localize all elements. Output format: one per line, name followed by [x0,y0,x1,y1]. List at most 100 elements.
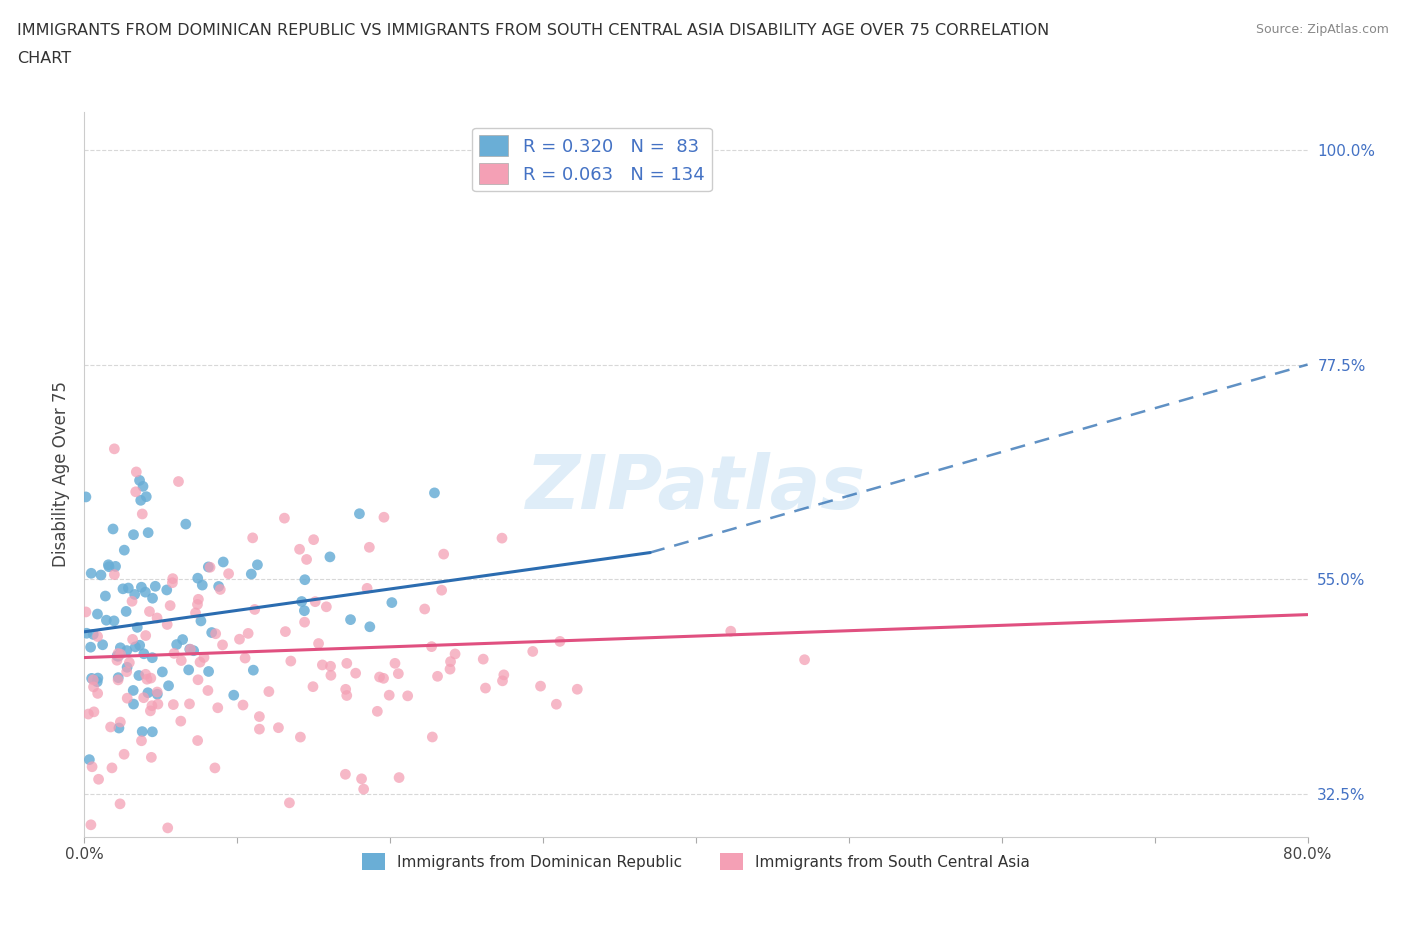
Point [82,672,104,687]
Point [336,688,359,703]
Point [131,579,153,594]
Point [378,688,401,703]
Point [247,710,270,724]
Point [156,617,179,631]
Point [311,658,333,672]
Point [131,734,153,749]
Point [86,686,108,701]
Point [420,729,443,744]
Point [368,670,391,684]
Point [103,614,125,629]
Point [172,632,194,647]
Point [107,672,129,687]
Point [304,594,326,609]
Point [139,703,162,718]
Text: IMMIGRANTS FROM DOMINICAN REPUBLIC VS IMMIGRANTS FROM SOUTH CENTRAL ASIA DISABIL: IMMIGRANTS FROM DOMINICAN REPUBLIC VS IM… [17,23,1049,38]
Point [86,674,108,689]
Point [335,682,357,697]
Point [80,671,103,685]
Point [110,714,132,729]
Point [426,669,449,684]
Point [83,704,105,719]
Point [128,668,150,683]
Point [146,697,169,711]
Point [136,685,159,700]
Point [186,597,208,612]
Point [141,724,163,739]
Point [183,644,205,658]
Point [103,567,125,582]
Point [243,602,266,617]
Point [294,572,316,587]
Point [373,671,395,685]
Point [101,522,124,537]
Point [80,817,103,832]
Point [336,656,359,671]
Point [204,626,226,641]
Point [388,770,411,785]
Point [315,599,337,614]
Point [246,557,269,572]
Point [128,638,150,653]
Point [87,671,110,685]
Point [122,527,145,542]
Point [291,594,314,609]
Point [124,587,146,602]
Point [197,560,219,575]
Point [184,605,207,620]
Point [125,464,148,479]
Point [546,697,568,711]
Point [522,644,544,658]
Point [207,700,229,715]
Point [115,644,138,658]
Point [159,598,181,613]
Point [112,747,135,762]
Point [156,820,179,835]
Point [132,646,155,661]
Point [350,771,373,786]
Point [141,650,163,665]
Point [103,442,125,457]
Point [104,559,127,574]
Point [97,557,120,572]
Point [177,662,200,677]
Point [288,542,311,557]
Point [201,625,224,640]
Point [108,721,131,736]
Point [439,662,461,677]
Point [292,604,315,618]
Point [240,566,263,581]
Point [170,653,193,668]
Point [356,581,378,596]
Point [131,724,153,739]
Point [162,576,184,591]
Point [179,697,201,711]
Point [141,591,163,605]
Point [267,720,290,735]
Point [179,642,201,657]
Point [146,610,169,625]
Point [187,733,209,748]
Point [335,767,357,782]
Point [136,525,159,540]
Point [131,507,153,522]
Point [170,713,193,728]
Point [212,554,235,569]
Point [128,473,150,488]
Point [86,629,108,644]
Point [115,604,138,618]
Point [439,654,461,669]
Point [366,704,388,719]
Point [208,579,231,594]
Point [236,626,259,641]
Point [141,750,163,764]
Point [105,648,128,663]
Point [77,707,100,722]
Point [720,624,742,639]
Point [174,517,197,532]
Point [96,613,118,628]
Point [156,582,179,597]
Point [197,664,219,679]
Point [274,624,297,639]
Point [125,485,148,499]
